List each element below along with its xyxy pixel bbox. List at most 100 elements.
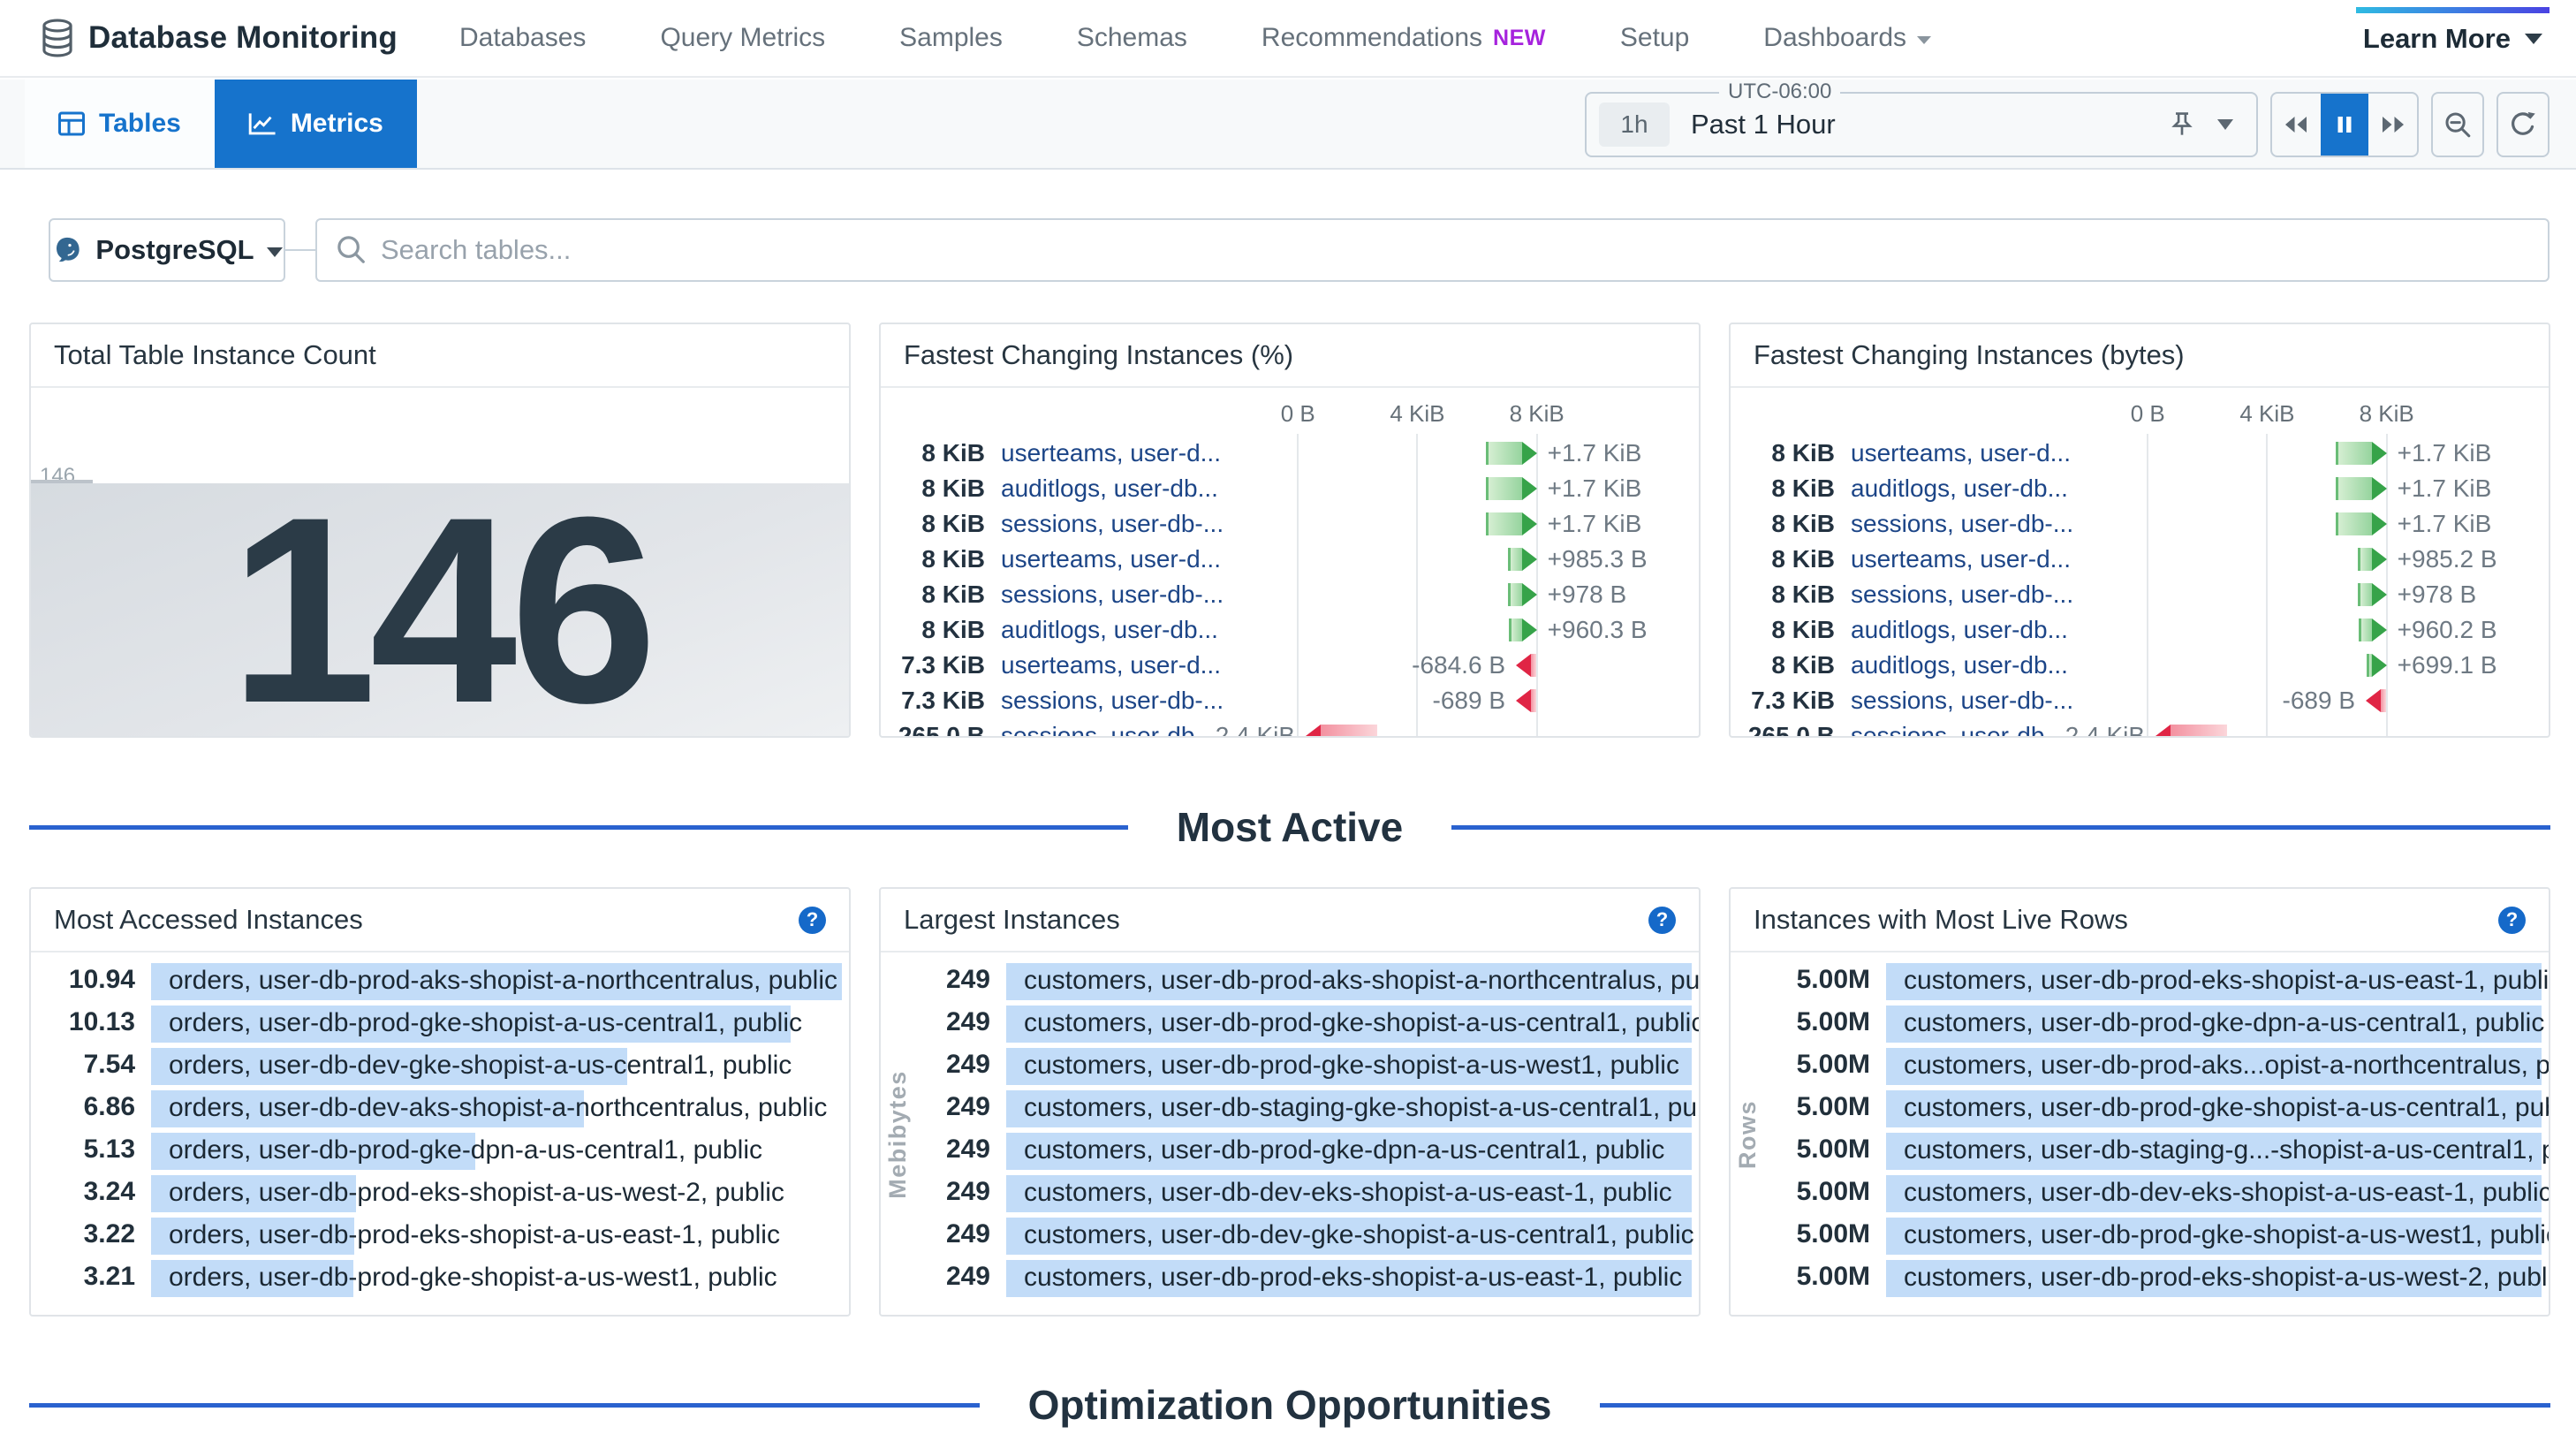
change-value: +1.7 KiB — [2397, 510, 2492, 537]
instance-label: orders, user-db-prod-gke-shopist-a-us-ce… — [169, 1008, 802, 1037]
bar-list-row[interactable]: 10.13 orders, user-db-prod-gke-shopist-a-… — [31, 1004, 849, 1046]
search-input[interactable] — [381, 234, 2528, 266]
bar-list-row[interactable]: 249 customers, user-db-dev-gke-shopist-a-… — [881, 1216, 1699, 1258]
nav-item-samples[interactable]: Samples — [899, 23, 1003, 53]
caret-down-icon[interactable] — [2217, 119, 2233, 130]
bar-list-row[interactable]: 249 customers, user-db-prod-gke-shopist-a… — [881, 1004, 1699, 1046]
row-value: 6.86 — [83, 1092, 135, 1121]
instance-link[interactable]: userteams, user-d... — [1851, 545, 2071, 573]
change-bar-down — [2156, 725, 2228, 736]
instance-link[interactable]: userteams, user-d... — [1851, 439, 2071, 467]
bar-list-row[interactable]: 3.22 orders, user-db-prod-eks-shopist-a-u… — [31, 1216, 849, 1258]
bar-list-row[interactable]: 5.00M customers, user-db-prod-aks...opist… — [1731, 1046, 2549, 1089]
nav-item-recommendations[interactable]: Recommendations NEW — [1261, 23, 1546, 53]
change-bar-up — [2366, 654, 2387, 677]
bar-list-row[interactable]: 5.00M customers, user-db-prod-gke-shopist… — [1731, 1216, 2549, 1258]
bar-list-row[interactable]: 249 customers, user-db-prod-gke-dpn-a-us-… — [881, 1131, 1699, 1173]
instance-link[interactable]: sessions, user-db-... — [1001, 510, 1224, 537]
instance-label: customers, user-db-prod-eks-shopist-a-us… — [1904, 966, 2550, 995]
instance-link[interactable]: sessions, user-db-... — [1001, 581, 1224, 608]
bar-list-row[interactable]: 6.86 orders, user-db-dev-aks-shopist-a-no… — [31, 1089, 849, 1131]
time-range-chip[interactable]: 1h — [1599, 102, 1670, 147]
help-icon[interactable]: ? — [2498, 906, 2526, 934]
learn-more-button[interactable]: Learn More — [2355, 7, 2550, 67]
bar-list-row[interactable]: 3.24 orders, user-db-prod-eks-shopist-a-u… — [31, 1173, 849, 1216]
instance-link[interactable]: sessions, user-db-... — [1851, 510, 2074, 537]
instance-link[interactable]: sessions, user-db — [1001, 722, 1195, 738]
time-range-selector[interactable]: UTC-06:00 1h Past 1 Hour — [1585, 80, 2258, 157]
row-value: 3.24 — [83, 1177, 135, 1206]
bar-list-row[interactable]: 5.00M customers, user-db-dev-eks-shopist-… — [1731, 1173, 2549, 1216]
bar-list-row[interactable]: 5.00M customers, user-db-prod-eks-shopist… — [1731, 961, 2549, 1004]
nav-item-query-metrics[interactable]: Query Metrics — [660, 23, 825, 53]
area-fill: 146 — [31, 477, 849, 736]
row-value: 249 — [945, 1177, 990, 1206]
instance-link[interactable]: auditlogs, user-db... — [1001, 616, 1218, 643]
page-title: Database Monitoring — [88, 20, 398, 55]
instance-link[interactable]: userteams, user-d... — [1001, 439, 1221, 467]
tab-metrics-label: Metrics — [290, 109, 383, 138]
bar-list-row[interactable]: 7.54 orders, user-db-dev-gke-shopist-a-us… — [31, 1046, 849, 1089]
instance-label: customers, user-db-dev-gke-shopist-a-us-… — [1024, 1220, 1694, 1249]
instance-label: customers, user-db-prod-gke-shopist-a-us… — [1904, 1093, 2550, 1122]
tab-tables[interactable]: Tables — [25, 80, 215, 168]
tab-metrics[interactable]: Metrics — [214, 80, 417, 168]
nav-item-setup[interactable]: Setup — [1620, 23, 1689, 53]
pause-button[interactable] — [2320, 94, 2369, 156]
instance-link[interactable]: auditlogs, user-db... — [1851, 651, 2068, 679]
instance-size: 8 KiB — [1771, 474, 1835, 502]
instance-size: 8 KiB — [921, 545, 985, 573]
value-bar — [1006, 1260, 1692, 1297]
change-value: +960.3 B — [1547, 616, 1648, 643]
bar-list-row[interactable]: 249 customers, user-db-staging-gke-shopis… — [881, 1089, 1699, 1131]
database-type-label: PostgreSQL — [95, 234, 254, 265]
bar-list-row[interactable]: 3.21 orders, user-db-prod-gke-shopist-a-u… — [31, 1258, 849, 1301]
most-active-panels-row: Most Accessed Instances ? 10.94 orders, u… — [29, 887, 2550, 1317]
help-icon[interactable]: ? — [799, 906, 826, 934]
backward-button[interactable] — [2272, 94, 2321, 156]
value-bar — [1006, 1090, 1692, 1127]
bar-list-row[interactable]: 249 customers, user-db-dev-eks-shopist-a-… — [881, 1173, 1699, 1216]
instance-link[interactable]: auditlogs, user-db... — [1851, 616, 2068, 643]
instance-link[interactable]: sessions, user-db-... — [1851, 687, 2074, 714]
time-shift-buttons — [2270, 92, 2419, 157]
help-icon[interactable]: ? — [1648, 906, 1676, 934]
instance-link[interactable]: sessions, user-db-... — [1001, 687, 1224, 714]
instance-size: 8 KiB — [921, 474, 985, 502]
value-bar — [1886, 1133, 2542, 1170]
forward-button[interactable] — [2368, 94, 2417, 156]
nav-item-dashboards[interactable]: Dashboards — [1763, 23, 1932, 53]
nav-item-schemas[interactable]: Schemas — [1077, 23, 1187, 53]
instance-link[interactable]: userteams, user-d... — [1001, 545, 1221, 573]
instance-link[interactable]: sessions, user-db-... — [1851, 581, 2074, 608]
panel-largest-instances: Largest Instances ? Mebibytes 249 customer… — [879, 887, 1701, 1317]
value-bar — [1886, 1218, 2542, 1255]
bar-list-row[interactable]: 5.13 orders, user-db-prod-gke-dpn-a-us-ce… — [31, 1131, 849, 1173]
database-type-select[interactable]: PostgreSQL — [49, 218, 285, 282]
pin-icon[interactable] — [2170, 110, 2194, 139]
section-title: Most Active — [1176, 804, 1404, 850]
refresh-button[interactable] — [2496, 92, 2549, 157]
change-bar-up — [1486, 477, 1537, 500]
bar-list-row[interactable]: 5.00M customers, user-db-staging-g...-sho… — [1731, 1131, 2549, 1173]
bar-list-row[interactable]: 249 customers, user-db-prod-aks-shopist-a… — [881, 961, 1699, 1004]
toplist-row: 8 KiB sessions, user-db-... +1.7 KiB — [1731, 506, 2549, 542]
instance-link[interactable]: auditlogs, user-db... — [1001, 474, 1218, 502]
bar-list-row[interactable]: 5.00M customers, user-db-prod-gke-shopist… — [1731, 1089, 2549, 1131]
instance-label: orders, user-db-prod-eks-shopist-a-us-we… — [169, 1178, 784, 1207]
row-value: 10.94 — [68, 965, 135, 994]
bar-list-row[interactable]: 249 customers, user-db-prod-gke-shopist-a… — [881, 1046, 1699, 1089]
instance-link[interactable]: userteams, user-d... — [1001, 651, 1221, 679]
row-value: 5.13 — [83, 1135, 135, 1164]
bar-list-row[interactable]: 10.94 orders, user-db-prod-aks-shopist-a-… — [31, 961, 849, 1004]
bar-list-row[interactable]: 5.00M customers, user-db-prod-eks-shopist… — [1731, 1258, 2549, 1301]
bar-list-row[interactable]: 5.00M customers, user-db-prod-gke-dpn-a-u… — [1731, 1004, 2549, 1046]
instance-link[interactable]: auditlogs, user-db... — [1851, 474, 2068, 502]
nav-item-databases[interactable]: Databases — [459, 23, 586, 53]
instance-size: 8 KiB — [1771, 510, 1835, 537]
zoom-out-button[interactable] — [2431, 92, 2484, 157]
change-value: +1.7 KiB — [1547, 474, 1642, 502]
bar-list-row[interactable]: 249 customers, user-db-prod-eks-shopist-a… — [881, 1258, 1699, 1301]
panel-title: Fastest Changing Instances (bytes) — [1754, 339, 2185, 370]
instance-link[interactable]: sessions, user-db — [1851, 722, 2045, 738]
